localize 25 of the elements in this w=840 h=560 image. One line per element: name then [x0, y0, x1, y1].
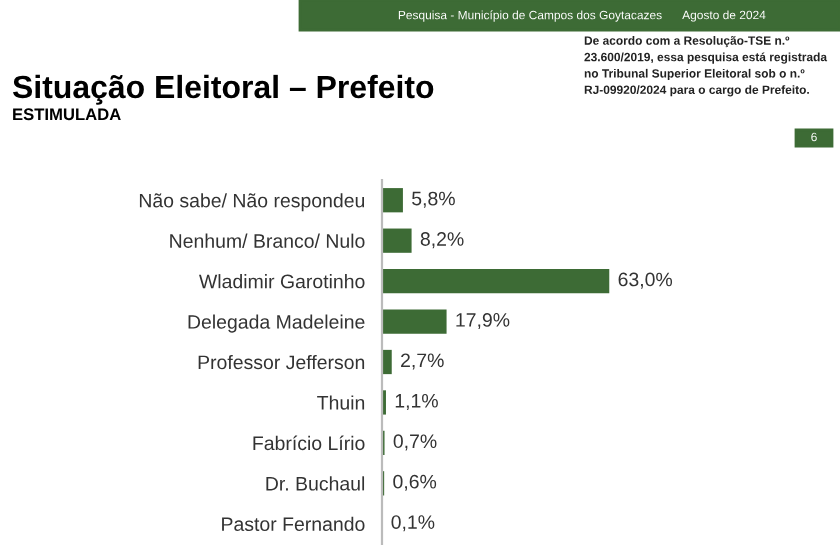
y-tick-label: Professor Jefferson [198, 354, 365, 370]
y-tick-label: Nenhum/ Branco/ Nulo [170, 233, 365, 248]
bar [382, 228, 412, 253]
y-tick-label: Dr. Buchaul [266, 476, 365, 491]
data-label: 8,2% [420, 232, 464, 249]
data-label: 17,9% [456, 313, 510, 330]
y-tick-label: Wladimir Garotinho [199, 274, 365, 289]
y-tick-label: Fabrício Lírio [253, 435, 365, 451]
chart-title: Situação Eleitoral – Prefeito [12, 74, 434, 105]
data-label: 63,0% [618, 272, 673, 289]
y-tick-label: Não sabe/ Não respondeu [139, 193, 365, 212]
data-label: 1,1% [395, 393, 438, 410]
data-label: 0,1% [391, 515, 435, 532]
y-tick-label: Delegada Madeleine [188, 314, 365, 333]
bar [382, 309, 447, 334]
bar [382, 349, 392, 375]
data-label: 5,8% [412, 191, 455, 208]
y-tick-label: Thuin [317, 395, 365, 410]
bar [382, 268, 610, 294]
data-label: 2,7% [401, 353, 444, 370]
data-label: 0,6% [393, 474, 437, 491]
y-tick-label: Pastor Fernando [222, 516, 365, 532]
text: ESTIMULADA [13, 108, 121, 121]
data-label: 0,7% [393, 434, 437, 451]
bar [382, 188, 403, 213]
